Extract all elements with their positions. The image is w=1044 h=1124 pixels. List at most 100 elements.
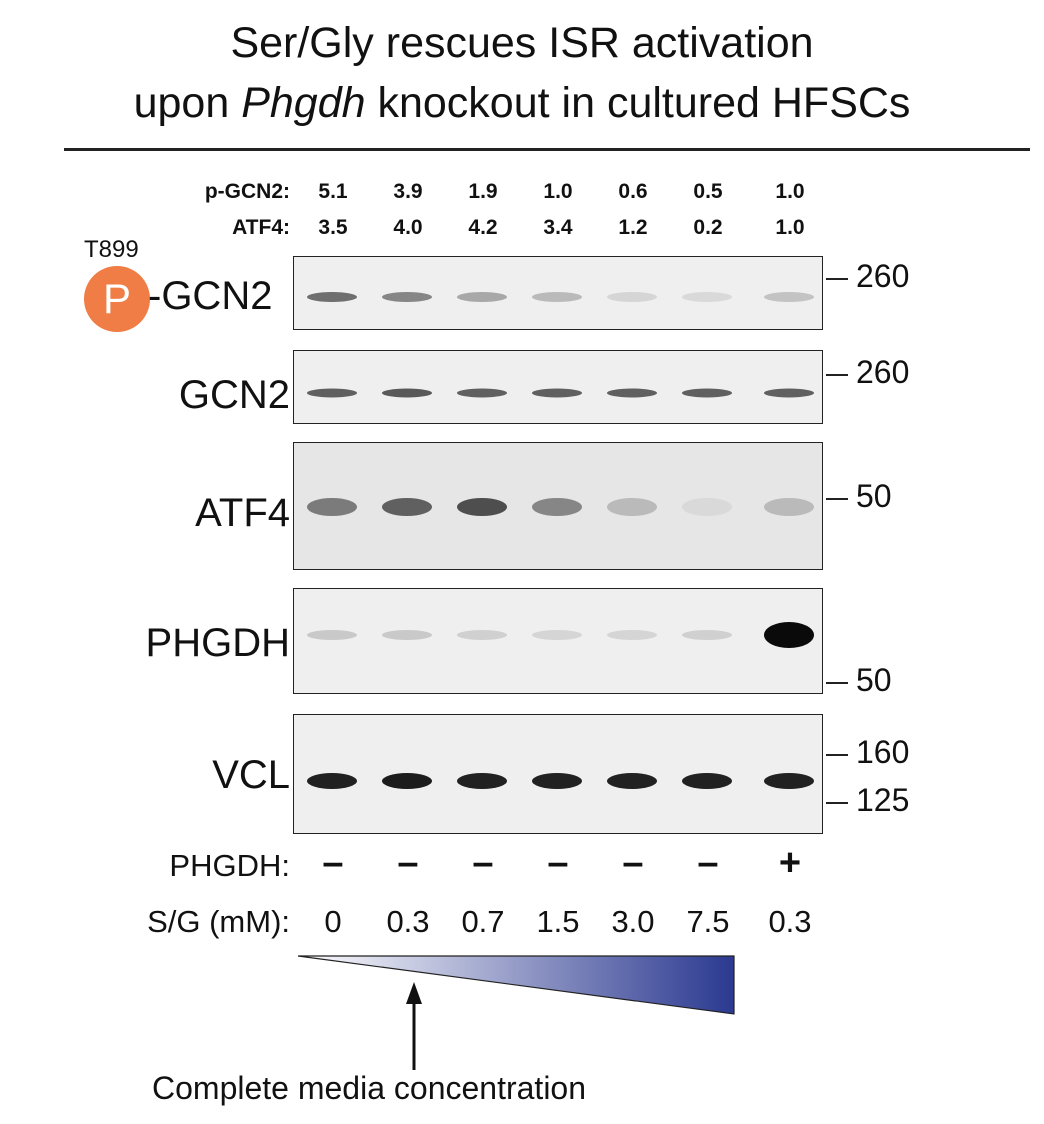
blot-band-vcl xyxy=(607,773,657,789)
blot-band-atf4 xyxy=(764,498,814,516)
blot-panel-vcl xyxy=(293,714,823,834)
gradient-wedge xyxy=(297,955,735,1015)
blot-band-gcn2 xyxy=(307,388,357,398)
blot-band-vcl xyxy=(307,773,357,789)
mw-tick xyxy=(826,801,848,804)
condition-label-sg: S/G (mM): xyxy=(147,904,290,939)
blot-band-phgdh xyxy=(682,630,732,640)
quant-value-pgcn2: 1.0 xyxy=(775,180,805,203)
blot-band-vcl xyxy=(682,773,732,789)
sg-concentration: 1.5 xyxy=(536,904,580,939)
mw-tick xyxy=(826,277,848,280)
mw-marker-gcn2: 260 xyxy=(826,354,909,391)
blot-label-vcl: VCL xyxy=(212,753,290,797)
blot-band-phgdh xyxy=(532,630,582,640)
mw-value: 160 xyxy=(856,734,910,770)
blot-band-atf4 xyxy=(307,498,357,516)
complete-media-annotation: Complete media concentration xyxy=(152,1070,587,1106)
quant-value-atf4: 0.2 xyxy=(693,216,723,239)
blot-panel-gcn2 xyxy=(293,350,823,424)
blot-band-atf4 xyxy=(607,498,657,516)
mw-marker-atf4: 50 xyxy=(826,478,892,515)
quant-value-atf4: 4.0 xyxy=(393,216,423,239)
blot-band-gcn2 xyxy=(382,388,432,398)
blot-vcl xyxy=(307,773,814,789)
blot-band-pgcn2 xyxy=(682,292,732,302)
sg-concentration: 0.3 xyxy=(386,904,430,939)
blot-label-gcn2: GCN2 xyxy=(178,373,290,417)
sg-concentration: 3.0 xyxy=(611,904,655,939)
mw-tick xyxy=(826,373,848,376)
blot-band-pgcn2 xyxy=(457,292,507,302)
blot-band-vcl xyxy=(532,773,582,789)
blot-pgcn2 xyxy=(307,292,814,302)
blot-band-vcl xyxy=(764,773,814,789)
mw-marker-vcl-160: 160 xyxy=(826,734,909,771)
quant-value-pgcn2: 1.9 xyxy=(468,180,498,203)
blot-label-pgcn2: -GCN2 xyxy=(148,274,273,318)
title-divider xyxy=(64,148,1030,151)
sg-concentration: 0 xyxy=(324,904,342,939)
quant-value-atf4: 3.4 xyxy=(543,216,573,239)
blot-panel-phgdh xyxy=(293,588,823,694)
blot-band-gcn2 xyxy=(532,388,582,398)
blot-label-phgdh: PHGDH xyxy=(145,621,290,665)
blot-panel-pgcn2 xyxy=(293,256,823,330)
blot-band-gcn2 xyxy=(607,388,657,398)
quant-label-pgcn2: p-GCN2: xyxy=(204,180,290,203)
blot-band-pgcn2 xyxy=(307,292,357,302)
sg-concentration: 0.7 xyxy=(461,904,505,939)
quant-value-atf4: 4.2 xyxy=(468,216,498,239)
blot-band-vcl xyxy=(457,773,507,789)
condition-label-phgdh: PHGDH: xyxy=(169,848,290,883)
phospho-icon: P xyxy=(84,266,150,332)
blot-band-atf4 xyxy=(682,498,732,516)
blot-band-gcn2 xyxy=(682,388,732,398)
blot-band-atf4 xyxy=(532,498,582,516)
quant-value-atf4: 1.2 xyxy=(618,216,648,239)
blot-gcn2 xyxy=(307,388,814,398)
mw-marker-pgcn2: 260 xyxy=(826,258,909,295)
quant-label-atf4: ATF4: xyxy=(232,216,290,239)
figure-title-line-1: Ser/Gly rescues ISR activation xyxy=(230,19,814,67)
blot-band-pgcn2 xyxy=(532,292,582,302)
blot-band-phgdh xyxy=(307,630,357,640)
blot-phgdh xyxy=(307,622,814,648)
quant-value-pgcn2: 1.0 xyxy=(543,180,573,203)
mw-marker-phgdh: 50 xyxy=(826,662,892,699)
blot-band-gcn2 xyxy=(764,388,814,398)
mw-value: 50 xyxy=(856,662,892,698)
phgdh-sign: – xyxy=(697,842,719,884)
blot-band-phgdh xyxy=(607,630,657,640)
quant-value-atf4: 3.5 xyxy=(318,216,348,239)
phgdh-sign: – xyxy=(547,842,569,884)
phgdh-sign: – xyxy=(622,842,644,884)
phgdh-sign: – xyxy=(472,842,494,884)
blot-band-pgcn2 xyxy=(764,292,814,302)
blot-atf4 xyxy=(307,498,814,516)
blot-band-phgdh xyxy=(457,630,507,640)
blot-band-pgcn2 xyxy=(607,292,657,302)
mw-value: 260 xyxy=(856,258,910,294)
mw-tick xyxy=(826,681,848,684)
phgdh-sign: – xyxy=(397,842,419,884)
gene-name-italic: Phgdh xyxy=(241,79,366,127)
mw-value: 125 xyxy=(856,782,910,818)
title-text: upon xyxy=(133,79,242,127)
mw-value: 260 xyxy=(856,354,910,390)
phgdh-sign: – xyxy=(322,842,344,884)
mw-tick xyxy=(826,497,848,500)
blot-band-phgdh xyxy=(382,630,432,640)
sg-concentration: 0.3 xyxy=(768,904,812,939)
blot-band-phgdh xyxy=(764,622,814,648)
figure-title-line-2: upon Phgdh knockout in cultured HFSCs xyxy=(0,78,1044,128)
blot-band-pgcn2 xyxy=(382,292,432,302)
blot-band-gcn2 xyxy=(457,388,507,398)
blot-panel-atf4 xyxy=(293,442,823,570)
phospho-site-label: T899 xyxy=(84,236,139,263)
blot-label-atf4: ATF4 xyxy=(195,491,290,535)
mw-value: 50 xyxy=(856,478,892,514)
blot-band-atf4 xyxy=(382,498,432,516)
phgdh-sign: + xyxy=(778,842,802,884)
blot-band-atf4 xyxy=(457,498,507,516)
